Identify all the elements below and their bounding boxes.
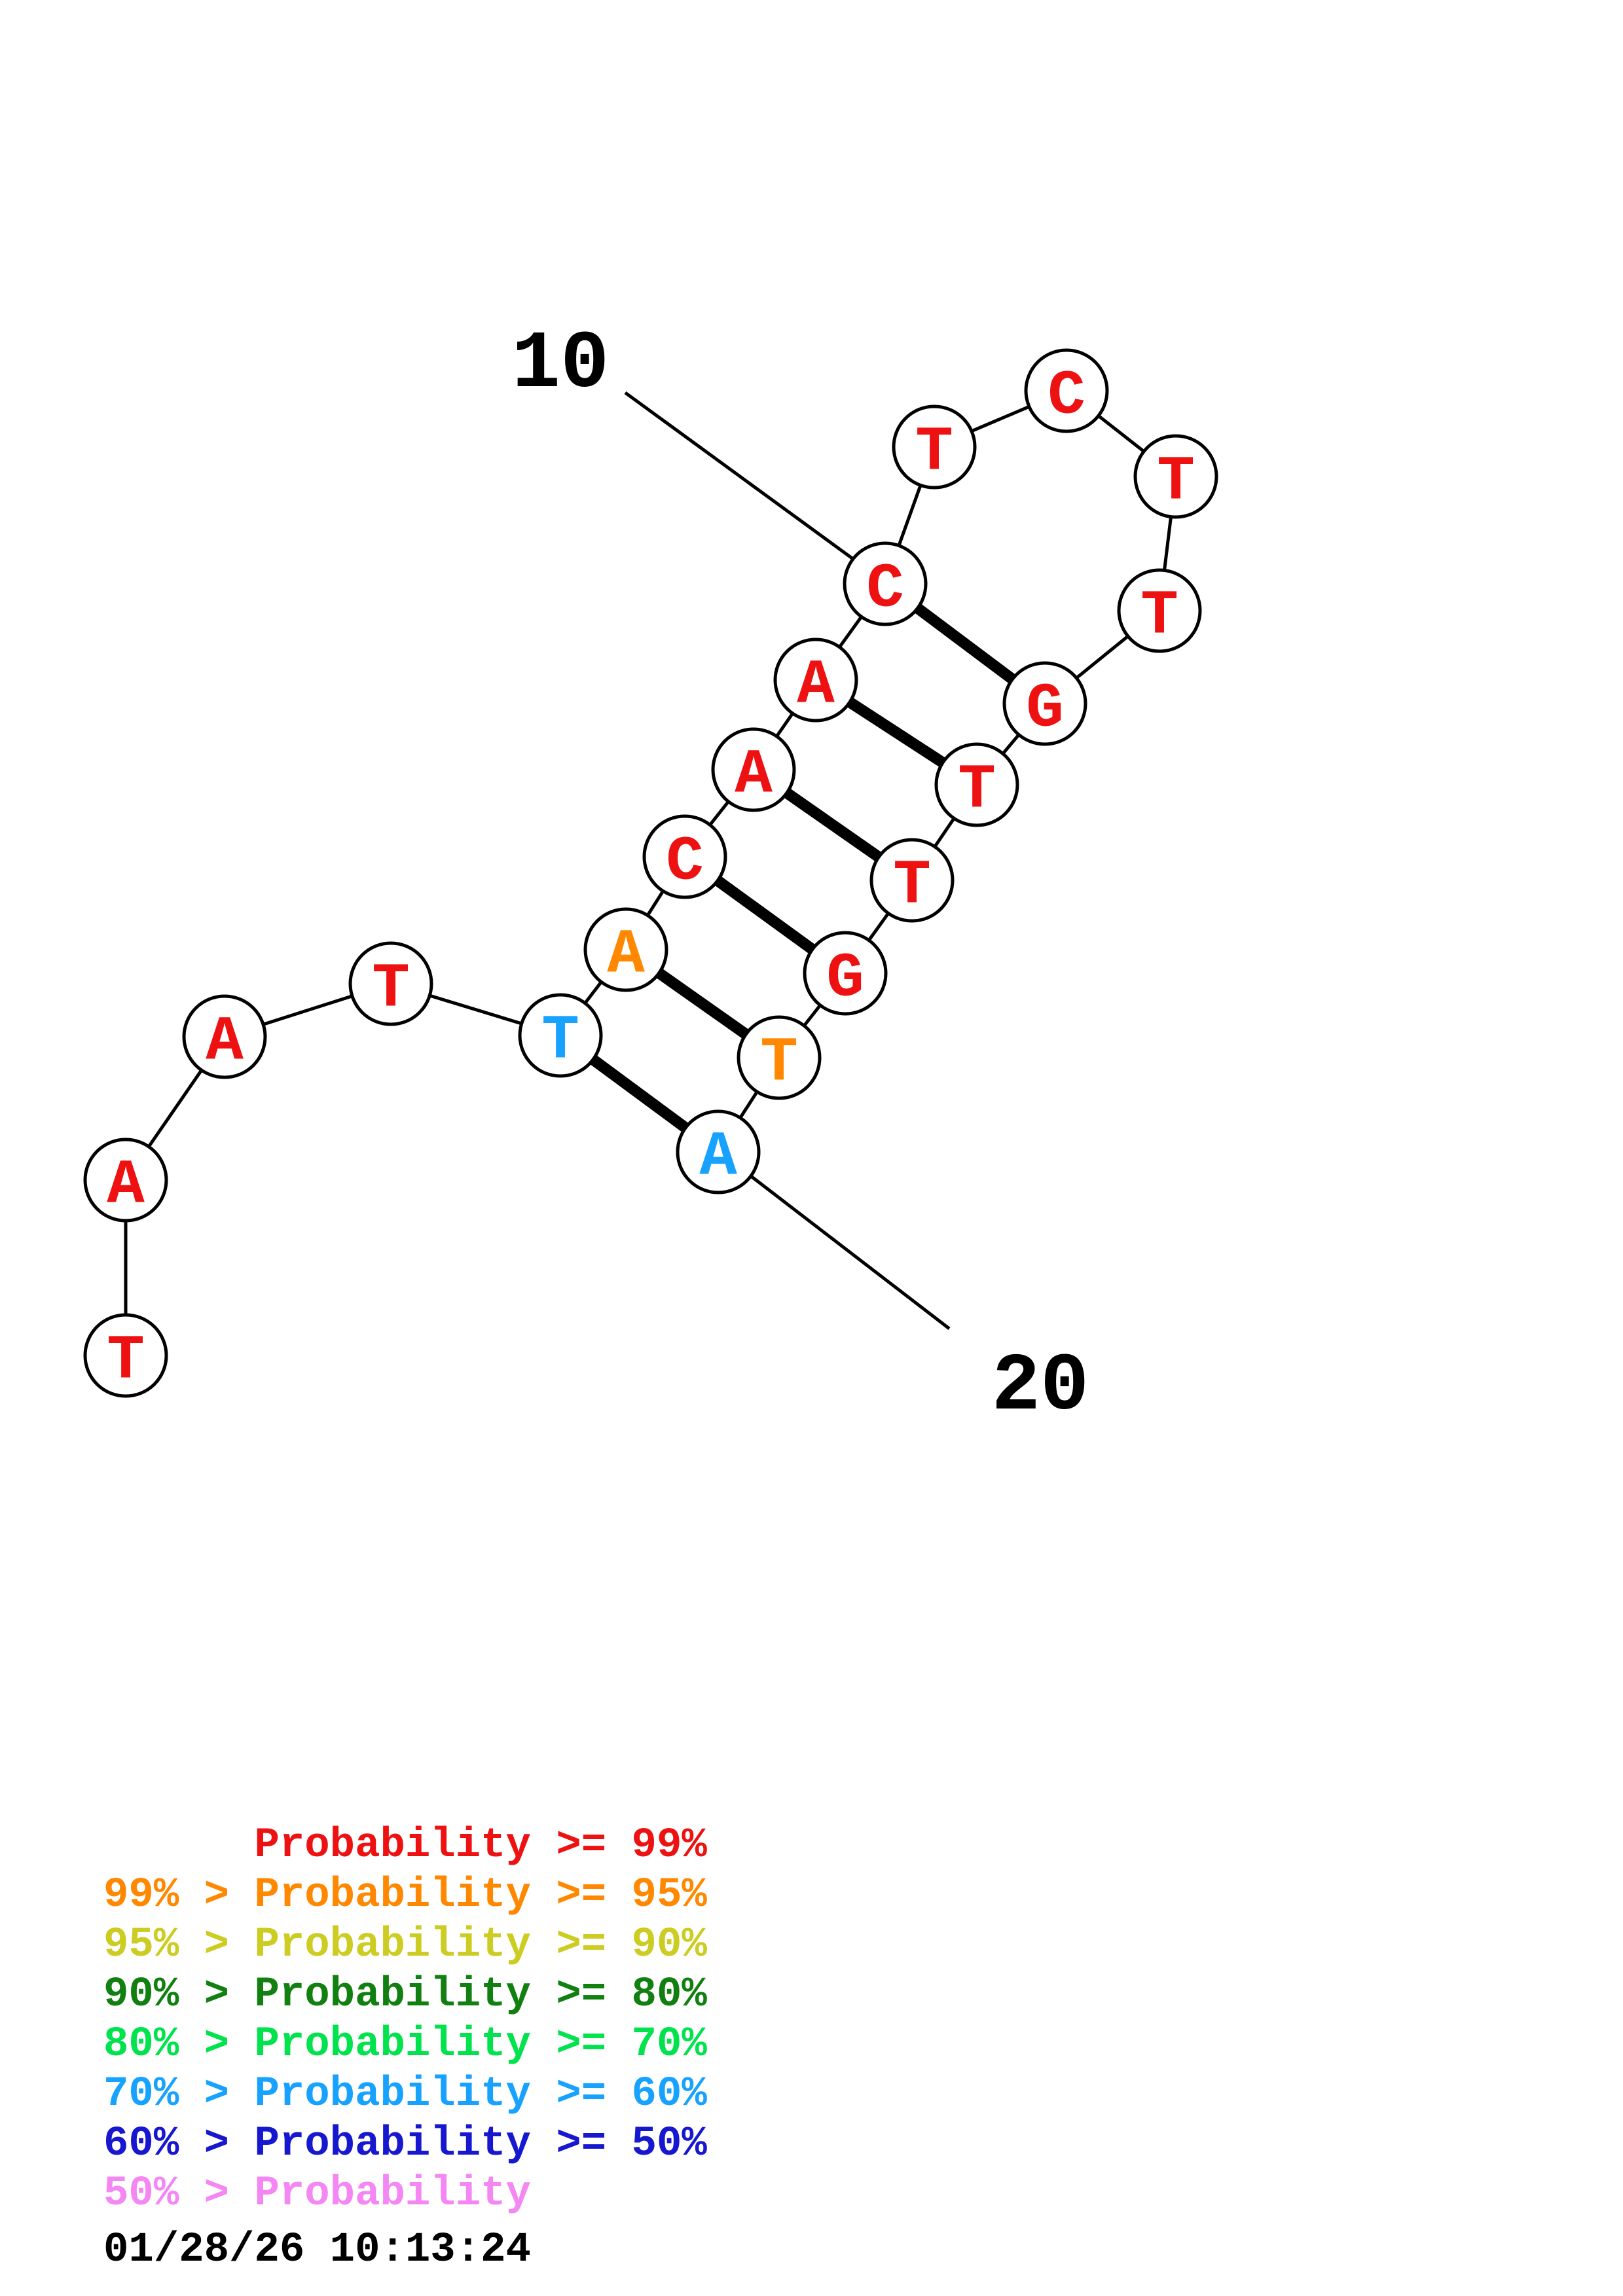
nucleotide-circle: [676, 1109, 761, 1194]
nucleotide-base: T: [372, 954, 410, 1025]
nucleotide-circle: [711, 727, 796, 812]
sequence-number-label: 10: [512, 319, 610, 411]
nucleotide-base: T: [958, 755, 996, 826]
legend-entry: 90% > Probability >= 80%: [103, 1971, 707, 2018]
legend-entry: 95% > Probability >= 90%: [103, 1922, 707, 1969]
nucleotide-circle: [892, 404, 977, 490]
nucleotide-circle: [83, 1313, 168, 1398]
legend-entry: Probability >= 99%: [103, 1822, 707, 1869]
legend-entry: 70% > Probability >= 60%: [103, 2071, 707, 2118]
timestamp: 01/28/26 10:13:24: [103, 2227, 531, 2274]
nucleotide-base: G: [826, 943, 864, 1014]
nucleotide-circle: [803, 931, 888, 1016]
nucleotide-base: T: [1140, 581, 1178, 652]
nucleotide-base: C: [1048, 361, 1085, 432]
nucleotide-base: G: [1026, 673, 1064, 745]
nucleotide-base: C: [866, 554, 904, 625]
nucleotide-circle: [83, 1138, 168, 1223]
nucleotide-circle: [1133, 434, 1218, 519]
nucleotide-circle: [1117, 568, 1202, 653]
nucleotide-circle: [843, 541, 928, 626]
nucleotide-circle: [934, 742, 1019, 827]
nucleotide-base: T: [541, 1005, 579, 1077]
nucleotide-circle: [773, 637, 858, 723]
probability-legend: Probability >= 99% 99% > Probability >= 9…: [103, 1821, 707, 2275]
legend-entry: 50% > Probability: [103, 2170, 531, 2217]
nucleotide-circle: [869, 838, 955, 923]
nucleotide-circle: [348, 941, 433, 1026]
nucleotide-circle: [1002, 661, 1087, 746]
sequence-number-label: 20: [992, 1342, 1089, 1433]
legend-entry: 80% > Probability >= 70%: [103, 2021, 707, 2068]
nucleotide-base: T: [893, 850, 931, 922]
nucleotide-base: A: [735, 740, 773, 811]
nucleotide-base: T: [915, 417, 953, 488]
nucleotide-base: T: [1157, 446, 1195, 518]
nucleotide-base: T: [760, 1028, 798, 1099]
nucleotide-circle: [1024, 348, 1109, 433]
legend-entry: 99% > Probability >= 95%: [103, 1872, 707, 1919]
nucleotide-base: A: [797, 650, 835, 721]
nucleotide-base: A: [107, 1150, 145, 1221]
nucleotide-base: A: [607, 920, 645, 991]
legend-entry: 60% > Probability >= 50%: [103, 2121, 707, 2168]
nucleotide-base: T: [107, 1325, 145, 1397]
nucleotide-circle: [182, 994, 267, 1079]
nucleotide-base: A: [206, 1007, 244, 1078]
nucleotide-circle: [642, 814, 727, 899]
sequence-label-line: [750, 1175, 951, 1330]
nucleotide-circle: [518, 993, 603, 1078]
nucleotide-circle: [583, 907, 668, 992]
sequence-label-line: [624, 391, 854, 561]
nucleotide-base: C: [666, 827, 704, 898]
nucleotide-base: A: [699, 1122, 737, 1193]
nucleotide-circle: [737, 1015, 822, 1100]
